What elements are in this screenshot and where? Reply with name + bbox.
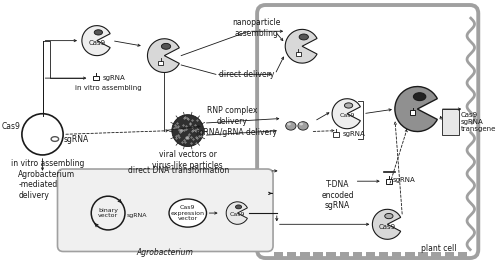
Bar — [444, 253, 454, 257]
Text: sgRNA: sgRNA — [342, 131, 365, 137]
Ellipse shape — [299, 34, 308, 40]
Text: Cas9: Cas9 — [379, 224, 396, 230]
Text: viral vectors or
virus-like particles: viral vectors or virus-like particles — [152, 150, 223, 170]
Text: Cas9
expression
vector: Cas9 expression vector — [171, 205, 205, 221]
Bar — [352, 253, 362, 257]
Wedge shape — [285, 29, 317, 63]
Text: T-DNA
encoded
sgRNA: T-DNA encoded sgRNA — [322, 180, 354, 210]
Ellipse shape — [385, 213, 393, 219]
Wedge shape — [372, 209, 400, 239]
Wedge shape — [332, 99, 360, 129]
Ellipse shape — [344, 103, 352, 108]
Ellipse shape — [287, 123, 291, 125]
Text: RNP complex
delivery: RNP complex delivery — [206, 106, 257, 126]
Text: direct delivery: direct delivery — [219, 70, 274, 79]
Bar — [458, 6, 467, 11]
Bar — [379, 253, 388, 257]
Text: Cas9: Cas9 — [1, 122, 20, 131]
Wedge shape — [82, 26, 110, 56]
Bar — [392, 6, 402, 11]
Bar — [418, 6, 428, 11]
Bar — [442, 109, 458, 135]
Bar — [340, 6, 349, 11]
Ellipse shape — [236, 205, 242, 209]
Bar — [352, 6, 362, 11]
Text: sgRNA: sgRNA — [102, 75, 125, 81]
Text: nanoparticle
assembling: nanoparticle assembling — [232, 18, 280, 38]
Wedge shape — [395, 87, 438, 131]
Bar — [287, 6, 296, 11]
Bar — [405, 6, 414, 11]
Bar — [366, 253, 375, 257]
Ellipse shape — [94, 30, 102, 35]
Bar — [366, 6, 375, 11]
Text: Cas9: Cas9 — [88, 39, 106, 46]
Bar — [392, 253, 402, 257]
Ellipse shape — [162, 43, 170, 49]
Circle shape — [22, 114, 63, 155]
Bar — [432, 6, 441, 11]
Bar — [287, 253, 296, 257]
Bar — [386, 179, 392, 184]
Bar — [444, 6, 454, 11]
Text: in vitro assembling: in vitro assembling — [10, 159, 84, 168]
Bar — [418, 253, 428, 257]
Bar — [326, 6, 336, 11]
Text: mRNA/gRNA delivery: mRNA/gRNA delivery — [196, 128, 277, 137]
FancyBboxPatch shape — [257, 5, 478, 258]
Text: Agrobacterium: Agrobacterium — [137, 248, 194, 257]
Bar — [333, 132, 338, 137]
Ellipse shape — [169, 199, 206, 227]
Ellipse shape — [298, 122, 308, 130]
Text: in vitro assembling: in vitro assembling — [75, 85, 142, 91]
Bar — [458, 253, 467, 257]
Text: Agrobacterium
-mediated
delivery: Agrobacterium -mediated delivery — [18, 170, 76, 200]
Ellipse shape — [414, 93, 426, 101]
Circle shape — [172, 115, 204, 147]
Bar — [300, 253, 310, 257]
Bar — [340, 253, 349, 257]
Text: Cas9: Cas9 — [340, 113, 355, 118]
FancyBboxPatch shape — [58, 169, 273, 251]
Wedge shape — [148, 39, 180, 73]
Text: plant cell: plant cell — [421, 244, 456, 253]
Text: Cas9: Cas9 — [230, 213, 245, 218]
Bar — [379, 6, 388, 11]
Bar — [274, 6, 283, 11]
Ellipse shape — [300, 123, 303, 125]
Bar — [158, 61, 163, 65]
Ellipse shape — [286, 122, 296, 130]
Bar — [296, 52, 300, 56]
Bar — [405, 253, 414, 257]
Bar — [300, 6, 310, 11]
Text: direct DNA transformation: direct DNA transformation — [128, 166, 229, 175]
Bar — [432, 253, 441, 257]
Bar — [326, 253, 336, 257]
Text: binary
vector: binary vector — [98, 208, 118, 218]
Bar — [93, 76, 98, 81]
Bar — [314, 6, 322, 11]
Text: sgRNA: sgRNA — [393, 177, 416, 183]
Text: Cas9
sgRNA
transgene: Cas9 sgRNA transgene — [460, 112, 496, 132]
Bar — [314, 253, 322, 257]
Text: sgRNA: sgRNA — [64, 135, 90, 144]
Wedge shape — [226, 202, 248, 224]
Bar — [274, 253, 283, 257]
Bar — [410, 111, 416, 115]
Text: sgRNA: sgRNA — [127, 213, 148, 218]
